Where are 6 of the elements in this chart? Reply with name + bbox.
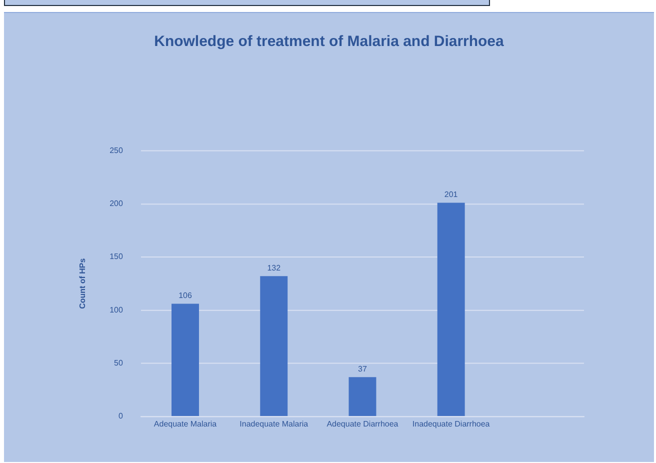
bar: [437, 202, 465, 416]
y-axis-title: Count of HPs: [78, 258, 88, 309]
bar: [348, 377, 376, 416]
bar: [172, 304, 199, 416]
bar: [260, 276, 288, 416]
chart-title: Knowledge of treatment of Malaria and Diarrhoea: [154, 33, 505, 50]
